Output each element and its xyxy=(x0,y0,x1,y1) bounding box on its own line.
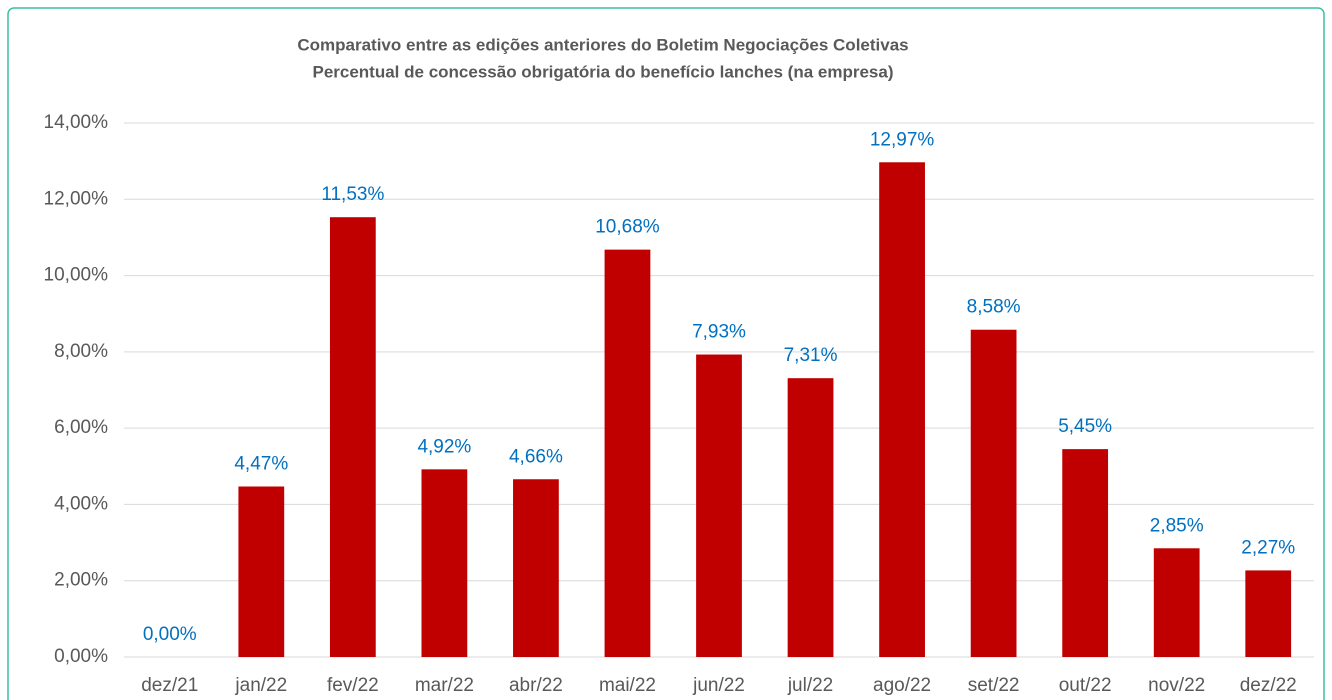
x-tick-label: dez/22 xyxy=(1240,675,1297,696)
bar xyxy=(513,479,559,657)
bar xyxy=(238,486,285,657)
chart-title: Comparativo entre as edições anteriores … xyxy=(297,35,908,54)
x-tick-label: ago/22 xyxy=(873,675,931,696)
bar xyxy=(696,354,742,657)
data-label: 4,92% xyxy=(417,436,471,457)
x-tick-label: abr/22 xyxy=(509,675,563,696)
data-label: 7,31% xyxy=(784,345,838,366)
data-label: 10,68% xyxy=(595,217,660,238)
x-tick-label: mai/22 xyxy=(599,675,656,696)
data-label: 4,66% xyxy=(509,446,563,467)
y-tick-label: 6,00% xyxy=(54,417,108,438)
bar xyxy=(1062,449,1109,657)
data-label: 11,53% xyxy=(321,184,384,205)
y-tick-label: 2,00% xyxy=(54,570,108,591)
data-label: 12,97% xyxy=(870,129,935,150)
data-label: 4,47% xyxy=(234,454,288,475)
bar xyxy=(879,162,925,657)
bar xyxy=(1245,570,1292,657)
y-tick-label: 4,00% xyxy=(54,493,108,514)
x-tick-label: fev/22 xyxy=(327,675,379,696)
x-tick-label: jul/22 xyxy=(787,675,833,696)
x-tick-label: set/22 xyxy=(968,675,1020,696)
data-label: 0,00% xyxy=(143,624,197,645)
y-tick-label: 12,00% xyxy=(44,188,109,209)
bar xyxy=(421,469,468,657)
bar xyxy=(604,249,651,658)
bar xyxy=(329,217,376,657)
x-tick-label: dez/21 xyxy=(141,675,198,696)
data-label: 2,27% xyxy=(1241,537,1295,558)
chart-subtitle: Percentual de concessão obrigatória do b… xyxy=(312,62,893,81)
bar xyxy=(787,378,834,657)
data-label: 2,85% xyxy=(1150,515,1204,536)
y-tick-label: 10,00% xyxy=(44,265,109,286)
x-tick-label: jan/22 xyxy=(234,675,287,696)
y-tick-label: 0,00% xyxy=(54,646,108,667)
chart-frame xyxy=(7,7,1325,700)
x-tick-label: out/22 xyxy=(1059,675,1112,696)
data-label: 8,58% xyxy=(967,297,1021,318)
y-tick-label: 8,00% xyxy=(54,341,108,362)
bar xyxy=(970,329,1017,657)
x-tick-label: nov/22 xyxy=(1148,675,1205,696)
bar xyxy=(1153,548,1200,657)
data-label: 5,45% xyxy=(1058,416,1112,437)
x-tick-label: mar/22 xyxy=(415,675,474,696)
x-tick-label: jun/22 xyxy=(692,675,745,696)
data-label: 7,93% xyxy=(692,322,746,343)
y-tick-label: 14,00% xyxy=(44,112,109,133)
